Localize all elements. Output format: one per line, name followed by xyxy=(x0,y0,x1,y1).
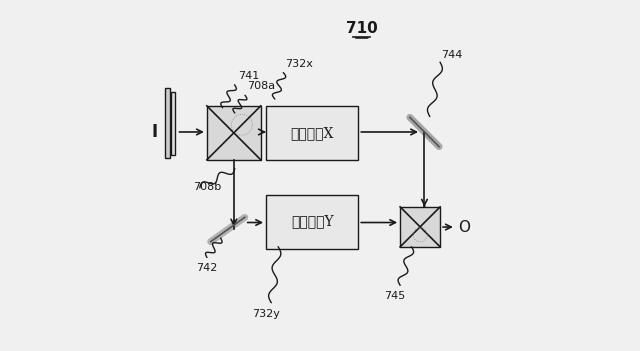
Text: 708b: 708b xyxy=(193,182,221,192)
Bar xyxy=(172,92,175,154)
Text: 741: 741 xyxy=(238,71,259,81)
Text: 742: 742 xyxy=(196,263,218,273)
Text: 732y: 732y xyxy=(252,309,280,318)
Text: O: O xyxy=(458,219,470,234)
Text: 像回転器Y: 像回転器Y xyxy=(291,215,333,229)
Bar xyxy=(207,106,261,160)
Text: 745: 745 xyxy=(384,291,406,301)
Bar xyxy=(266,195,358,249)
Text: 像回転器X: 像回転器X xyxy=(291,126,334,140)
Bar xyxy=(165,88,170,158)
Text: 708a: 708a xyxy=(247,81,275,91)
Bar xyxy=(400,207,440,247)
Bar xyxy=(266,106,358,160)
Text: I: I xyxy=(152,123,157,141)
Text: 744: 744 xyxy=(441,49,463,60)
Text: 710: 710 xyxy=(346,21,378,36)
Text: 732x: 732x xyxy=(285,59,313,69)
